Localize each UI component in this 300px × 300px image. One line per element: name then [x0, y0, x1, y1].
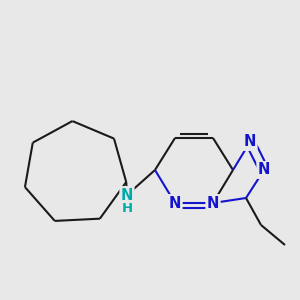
Text: N: N — [258, 163, 270, 178]
Text: N: N — [121, 188, 133, 202]
Text: H: H — [122, 202, 133, 215]
Text: N: N — [207, 196, 219, 211]
Text: N: N — [169, 196, 181, 211]
Text: N: N — [244, 134, 256, 149]
